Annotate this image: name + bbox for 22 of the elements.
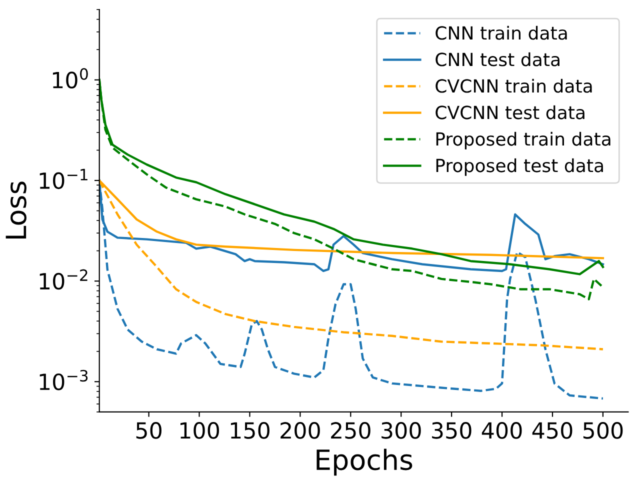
x-tick-label: 400	[482, 422, 522, 439]
y-axis-title: Loss	[6, 182, 26, 238]
x-tick-label: 300	[382, 422, 421, 439]
legend-label: CVCNN train data	[436, 78, 592, 93]
legend-label: Proposed test data	[436, 158, 603, 176]
x-axis-title: Epochs	[316, 448, 412, 476]
y-tick-label: 10$^{−1}$	[40, 168, 88, 190]
x-tick-label: 250	[331, 422, 370, 439]
y-tick-label: 10$^{−3}$	[40, 370, 88, 390]
x-tick-label: 350	[432, 422, 472, 439]
x-tick-label: 50	[136, 422, 162, 439]
x-tick-label: 100	[180, 422, 219, 439]
legend-label: CNN test data	[436, 52, 560, 66]
y-tick-label: 10$^{−2}$	[40, 269, 88, 290]
legend-label: Proposed train data	[436, 132, 610, 150]
y-tick-label: 10$^{0}$	[52, 68, 88, 88]
x-tick-label: 150	[230, 422, 270, 439]
legend-label: CNN train data	[436, 26, 567, 40]
x-tick-label: 500	[583, 422, 623, 439]
legend-label: CVCNN test data	[436, 105, 584, 120]
x-tick-label: 200	[280, 422, 320, 439]
x-tick-label: 450	[532, 422, 572, 439]
